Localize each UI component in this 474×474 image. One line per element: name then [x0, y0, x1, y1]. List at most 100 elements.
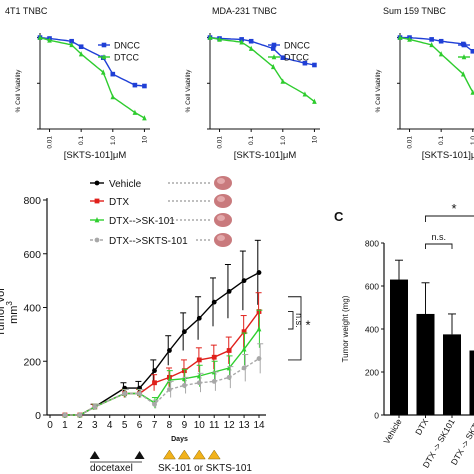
- series-dncc-point: [280, 55, 286, 60]
- series-point: [196, 357, 202, 363]
- x-tick-label: 3: [92, 420, 98, 431]
- series-point: [226, 374, 232, 380]
- y-tick-label: 400: [365, 325, 379, 335]
- legend-label: DTCC: [284, 53, 309, 63]
- bar: [390, 279, 408, 415]
- x-axis-label: [SKTS-101]μM: [422, 150, 474, 161]
- series-point: [241, 365, 247, 371]
- series-dtcc-point: [470, 89, 474, 95]
- series-point: [167, 348, 172, 353]
- dose-chart-title: 4T1 TNBC: [5, 6, 48, 16]
- series-dtcc-point: [270, 63, 276, 70]
- x-tick-label: 0.1: [248, 136, 255, 145]
- series-point: [152, 401, 157, 407]
- y-axis-label: % Cell Viability: [375, 69, 382, 113]
- series-dtcc-point: [460, 71, 466, 77]
- series-point: [92, 404, 98, 410]
- series-dncc-point: [429, 37, 434, 42]
- x-tick-label: 10: [311, 136, 318, 144]
- series-dncc-point: [470, 48, 474, 54]
- bar: [469, 350, 474, 415]
- legend-marker: [271, 54, 277, 60]
- series-line: [64, 271, 260, 416]
- x-tick-label: 0.1: [438, 136, 445, 145]
- x-tick-label: 4: [107, 420, 113, 431]
- series-point: [122, 391, 128, 396]
- y-axis-label: Tumor volmm3: [0, 288, 20, 337]
- x-tick-label: 1: [62, 420, 68, 431]
- series-point: [137, 391, 142, 396]
- tumor-photo-highlight: [217, 178, 225, 184]
- legend-marker: [94, 237, 100, 243]
- x-tick-label: 10: [141, 136, 148, 144]
- y-tick-label: 0: [35, 410, 41, 422]
- series-point: [241, 346, 247, 352]
- legend-label: DNCC: [114, 41, 140, 51]
- x-tick-label: 12: [224, 420, 236, 431]
- panel-label-c: C: [334, 209, 344, 224]
- tumor-photo-highlight: [217, 235, 225, 241]
- series-dtcc-point: [78, 51, 84, 57]
- series-point: [256, 356, 262, 361]
- series-point: [62, 412, 68, 418]
- x-tick-label: 7: [152, 420, 158, 431]
- series-dncc-point: [69, 38, 74, 44]
- y-axis-label: % Cell Viability: [185, 69, 192, 113]
- series-dncc-point: [110, 71, 116, 77]
- legend-marker: [461, 54, 467, 60]
- x-tick-label: 2: [77, 420, 83, 431]
- series-point: [241, 329, 247, 335]
- legend-label: DTX: [109, 197, 129, 208]
- series-point: [256, 270, 262, 275]
- sig-bracket: [425, 215, 474, 222]
- x-tick-label: 0.01: [47, 136, 54, 149]
- bar: [443, 334, 461, 415]
- series-dtcc-point: [397, 34, 403, 40]
- series-dtcc-point: [429, 41, 434, 48]
- legend-marker: [101, 42, 107, 48]
- y-tick-label: 200: [23, 356, 41, 368]
- docetaxel-marker: [134, 451, 145, 459]
- series-dncc-point: [270, 46, 276, 51]
- series-point: [226, 348, 232, 353]
- y-tick-label: 800: [365, 239, 379, 249]
- series-dtcc-point: [100, 69, 106, 75]
- y-tick-label: 400: [23, 303, 41, 315]
- ns-bracket: [288, 311, 294, 330]
- series-dtcc-point: [280, 78, 286, 84]
- y-axis-label: % Cell Viability: [15, 69, 22, 113]
- series-point: [152, 380, 157, 386]
- series-point: [226, 288, 232, 294]
- y-tick-label: 800: [23, 195, 41, 207]
- x-tick-label: DTX: [413, 417, 430, 437]
- series-point: [181, 383, 187, 388]
- x-tick-label: 11: [209, 420, 220, 431]
- x-tick-label: 1.0: [280, 136, 287, 145]
- x-tick-label: 6: [137, 420, 143, 431]
- x-tick-label: 0.1: [78, 136, 85, 145]
- y-tick-label: 200: [365, 368, 379, 378]
- series-dtcc-point: [217, 36, 222, 42]
- series-point: [211, 299, 217, 305]
- y-tick-label: 0: [374, 411, 379, 421]
- series-dtcc-point: [47, 37, 52, 43]
- series-dncc-line: [400, 36, 474, 53]
- dose-chart-title: MDA-231 TNBC: [212, 6, 277, 16]
- series-dtcc-line: [39, 36, 145, 119]
- x-tick-label: 1.0: [110, 136, 117, 145]
- series-dtcc-line: [399, 36, 474, 94]
- series-dncc-point: [302, 60, 308, 66]
- sk-treatment-marker: [207, 449, 221, 460]
- series-dtcc-point: [132, 109, 138, 115]
- series-point: [181, 329, 187, 335]
- series-dncc-line: [209, 36, 315, 66]
- series-point: [77, 412, 83, 418]
- series-dtcc-point: [248, 45, 254, 51]
- x-axis-label: [SKTS-101]μM: [64, 150, 127, 161]
- sig-annotation: *: [305, 318, 310, 333]
- series-point: [211, 354, 217, 360]
- series-dtcc-point: [207, 34, 213, 40]
- legend-label: DTCC: [114, 53, 139, 63]
- series-dncc-point: [142, 83, 147, 89]
- docetaxel-marker: [89, 451, 100, 459]
